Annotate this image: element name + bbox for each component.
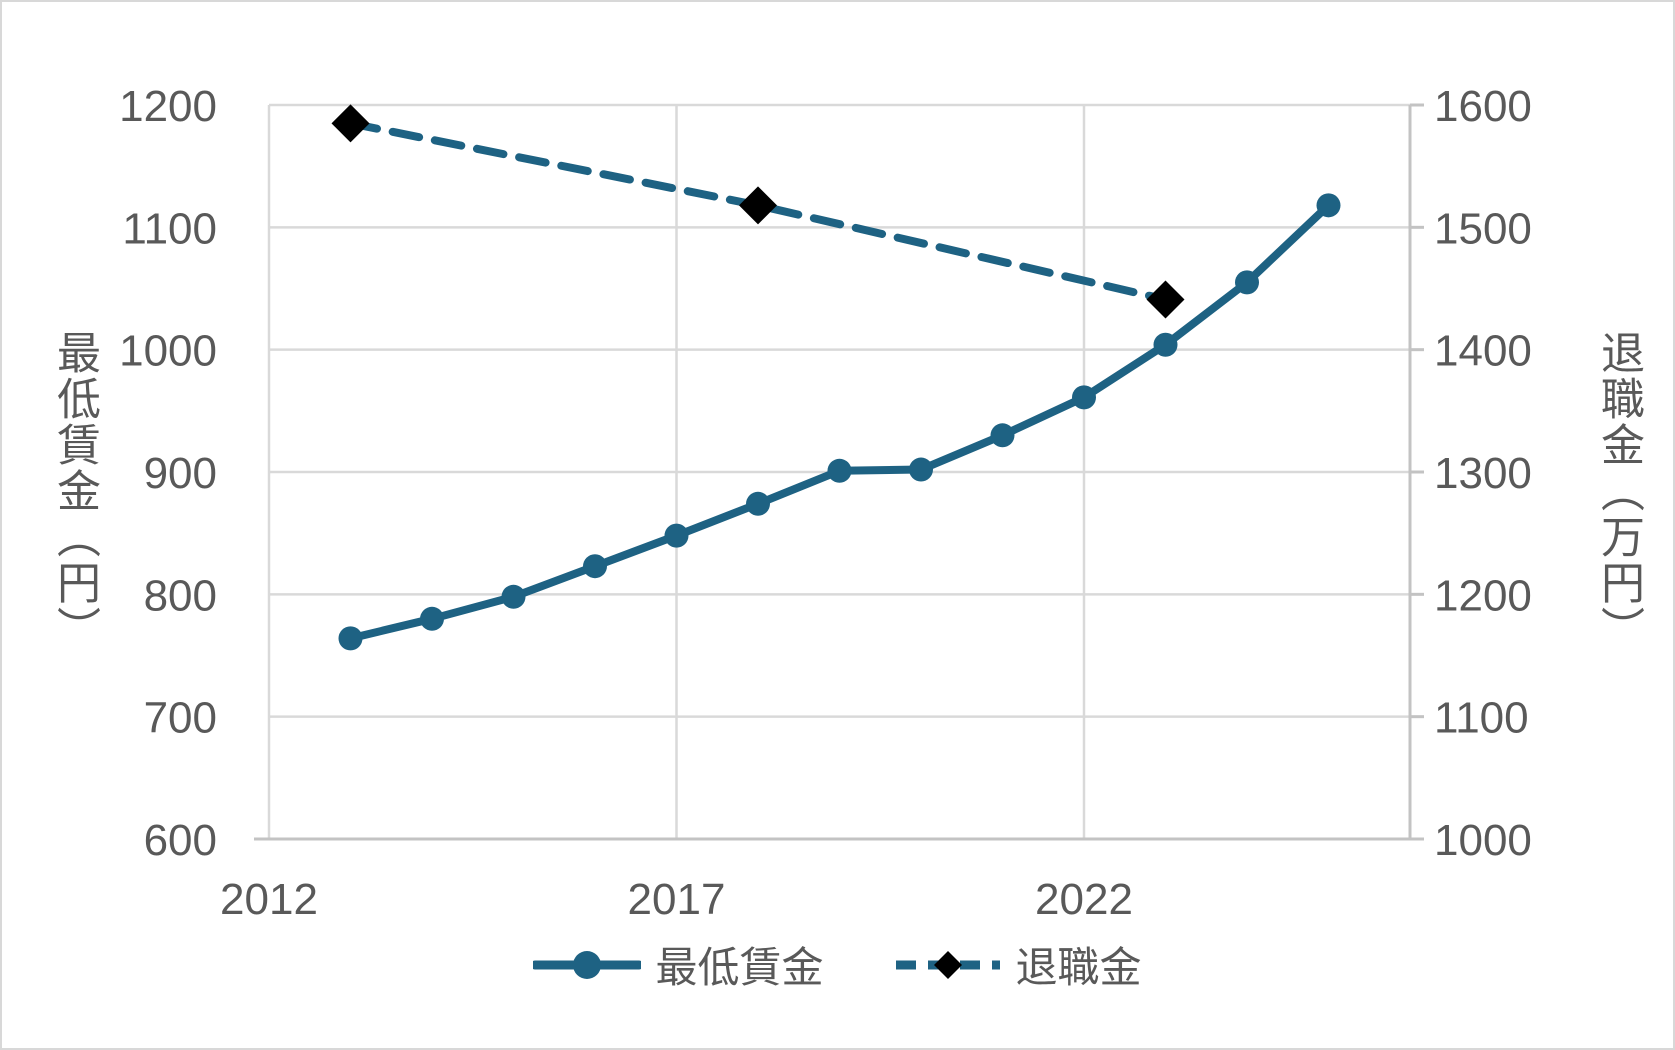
left-axis-tick-label: 1200	[119, 82, 217, 131]
data-point-circle	[501, 584, 526, 609]
x-axis-tick-label: 2022	[1035, 875, 1133, 924]
data-point-circle	[827, 458, 852, 483]
legend-label-retirement: 退職金	[1015, 944, 1142, 991]
data-point-circle	[1153, 332, 1178, 357]
right-axis-tick-label: 1300	[1434, 449, 1532, 498]
series-line-solid	[346, 201, 1333, 643]
right-axis-tick-label: 1200	[1434, 571, 1532, 620]
right-axis-tick-label: 1000	[1434, 816, 1532, 865]
legend-item-retirement: 退職金	[894, 934, 1142, 995]
x-axis-tick-label: 2017	[628, 875, 726, 924]
data-point-circle	[1072, 385, 1096, 410]
data-point-diamond	[331, 104, 370, 143]
data-point-circle	[420, 606, 444, 631]
left-axis-tick-label: 1000	[119, 327, 217, 376]
right-axis-title: 退職金（万円）	[1594, 330, 1643, 652]
legend-label-minimum-wage: 最低賃金	[655, 944, 824, 991]
legend-key-solid-line-circle-icon	[533, 950, 642, 979]
left-axis-tick-label: 1100	[122, 204, 217, 253]
data-point-circle	[583, 554, 607, 579]
right-axis-tick-label: 1600	[1434, 82, 1532, 131]
legend-key-dashed-line-diamond-icon	[895, 950, 1000, 979]
legend: 最低賃金 退職金	[2, 934, 1673, 995]
left-axis-tick-label: 600	[144, 816, 217, 865]
data-point-circle	[746, 491, 770, 516]
data-point-circle	[1235, 270, 1259, 295]
data-point-circle	[1316, 193, 1341, 218]
data-point-circle	[909, 457, 933, 482]
right-axis-tick-label: 1500	[1434, 204, 1532, 253]
left-axis-title: 最低賃金（円）	[50, 330, 99, 652]
data-point-circle	[990, 423, 1015, 448]
left-axis-tick-label: 900	[144, 449, 217, 498]
legend-item-minimum-wage: 最低賃金	[533, 934, 824, 995]
right-axis-tick-label: 1100	[1434, 694, 1529, 743]
left-axis-tick-label: 700	[144, 694, 217, 743]
data-point-circle	[338, 626, 363, 651]
data-point-circle	[664, 523, 689, 548]
right-axis-tick-label: 1400	[1434, 327, 1532, 376]
left-axis-tick-label: 800	[144, 571, 217, 620]
data-point-diamond	[1146, 280, 1185, 319]
x-axis-tick-label: 2012	[220, 875, 318, 924]
data-point-diamond	[739, 186, 777, 225]
